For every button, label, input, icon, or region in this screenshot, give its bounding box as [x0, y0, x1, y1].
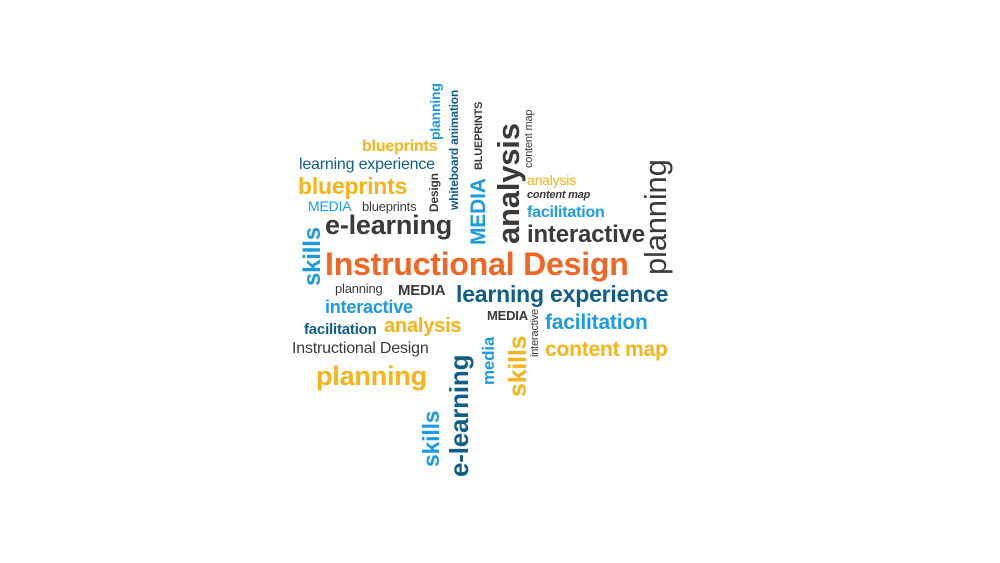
word-design-vertical: Design	[427, 173, 441, 212]
word-blueprints-caps: BLUEPRINTS	[473, 101, 485, 170]
word-skills-vertical-left: skills	[299, 227, 326, 286]
word-planning-small: planning	[335, 281, 383, 296]
word-skills-vertical-bottom: skills	[418, 410, 444, 467]
word-facilitation-large: facilitation	[545, 311, 648, 334]
word-media-small-dark: MEDIA	[487, 308, 528, 323]
word-planning-vertical-small: planning	[427, 83, 443, 140]
word-planning-yellow: planning	[316, 361, 427, 391]
word-planning-vertical-large: planning	[638, 159, 673, 275]
word-whiteboard-animation: whiteboard animation	[447, 89, 461, 210]
word-blueprints-large: blueprints	[298, 173, 408, 199]
word-analysis-yellow: analysis	[384, 315, 462, 337]
word-skills-vertical-yellow: skills	[504, 335, 532, 397]
word-media-dark: MEDIA	[398, 282, 446, 299]
word-learning-experience-small: learning experience	[299, 156, 435, 173]
word-interactive-blue: interactive	[325, 297, 413, 317]
word-media-vertical-large: MEDIA	[467, 178, 490, 245]
word-analysis-vertical-large: analysis	[491, 123, 526, 244]
word-analysis-small: analysis	[527, 172, 576, 188]
word-media-blue: MEDIA	[308, 198, 352, 214]
word-facilitation-navy: facilitation	[304, 321, 377, 338]
word-content-map-vertical-tiny: content map	[523, 109, 535, 168]
word-e-learning: e-learning	[325, 210, 453, 240]
word-learning-experience-large: learning experience	[456, 281, 669, 307]
word-blueprints-dark: blueprints	[362, 199, 417, 214]
word-instructional-design-main: Instructional Design	[325, 246, 629, 282]
word-e-learning-vertical: e-learning	[444, 354, 474, 477]
word-facilitation-top: facilitation	[527, 204, 605, 221]
word-content-map-yellow: content map	[545, 338, 668, 361]
word-blueprints-small: blueprints	[362, 138, 438, 155]
word-instructional-design-small: Instructional Design	[292, 340, 429, 357]
word-interactive-large: interactive	[527, 221, 645, 248]
word-media-vertical: media	[479, 336, 498, 385]
word-content-map-italic: content map	[527, 189, 591, 201]
word-interactive-vertical-tiny: interactive	[529, 309, 541, 357]
